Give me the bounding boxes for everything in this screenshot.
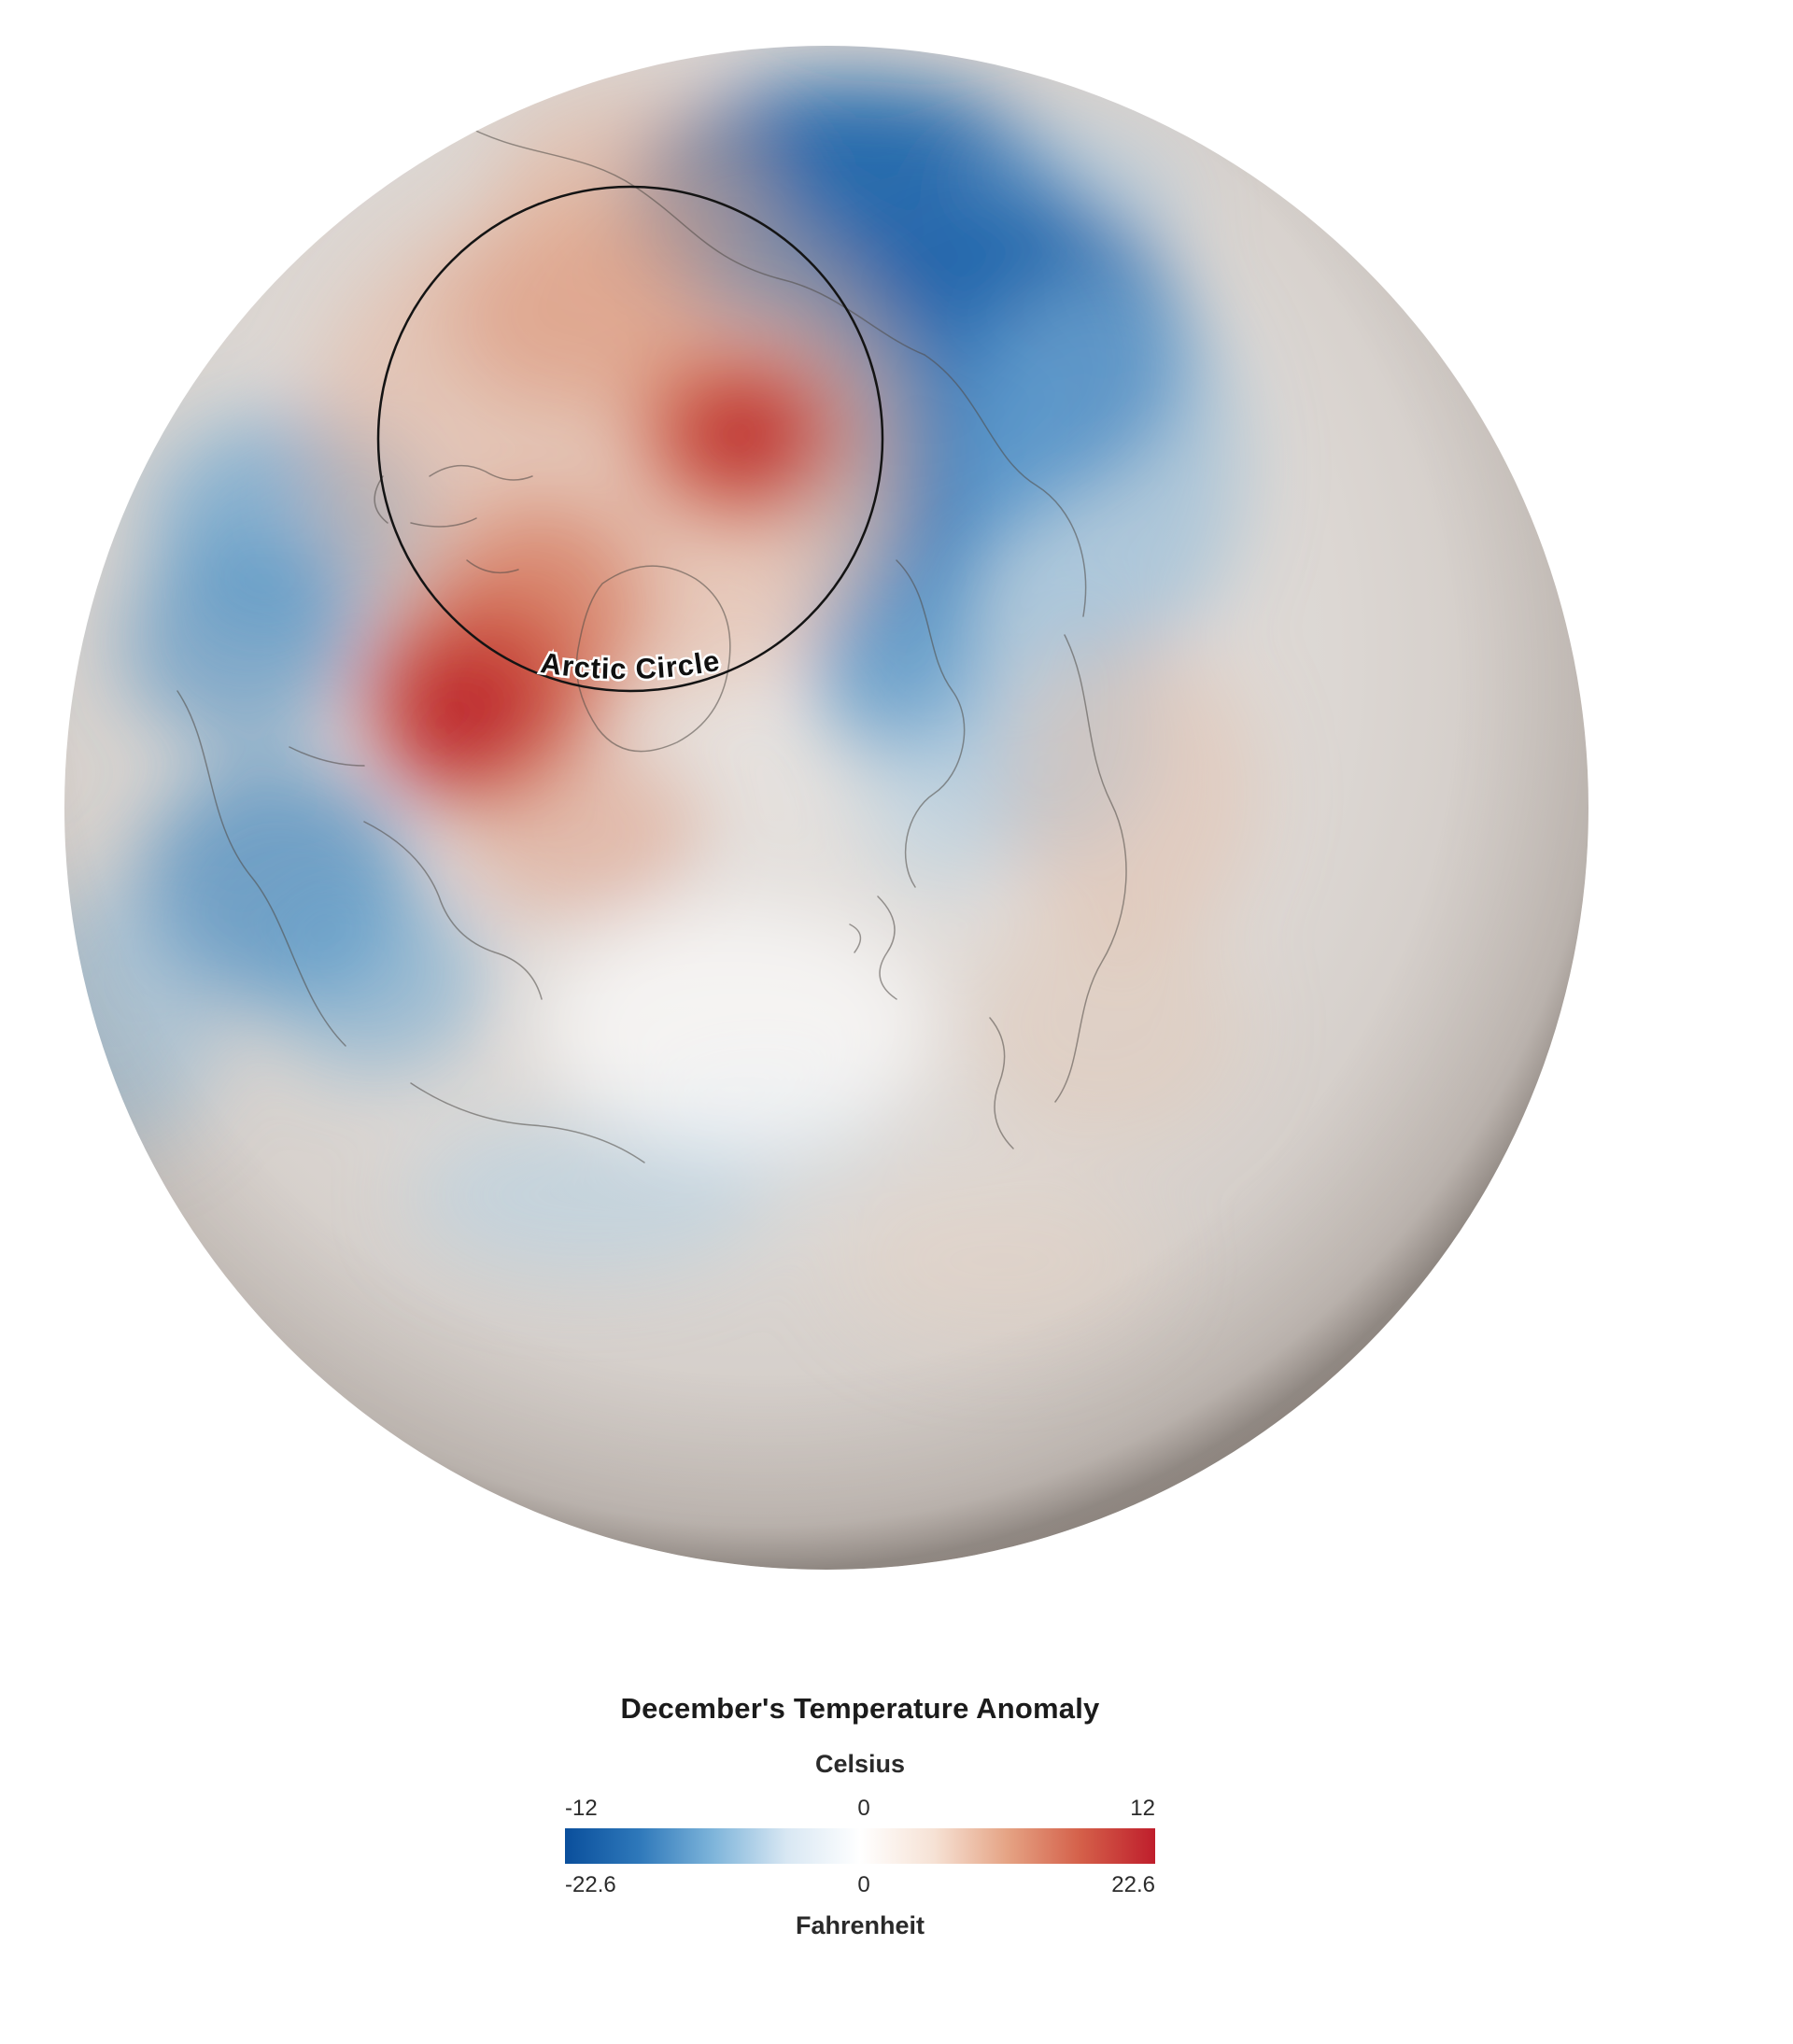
legend: December's Temperature Anomaly Celsius -…	[524, 1692, 1196, 1940]
celsius-tick-mid: 0	[857, 1796, 870, 1821]
fahrenheit-tick-max: 22.6	[1111, 1872, 1155, 1897]
celsius-tick-min: -12	[565, 1796, 598, 1821]
arctic-circle-outline	[376, 185, 884, 693]
celsius-ticks: -12 0 12	[565, 1796, 1155, 1822]
fahrenheit-tick-min: -22.6	[565, 1872, 616, 1897]
legend-title: December's Temperature Anomaly	[620, 1692, 1100, 1725]
fahrenheit-tick-mid: 0	[857, 1872, 870, 1897]
limb-shading	[64, 46, 1588, 1570]
celsius-tick-max: 12	[1130, 1796, 1155, 1821]
fahrenheit-ticks: -22.6 0 22.6	[565, 1872, 1155, 1898]
fahrenheit-label: Fahrenheit	[795, 1911, 925, 1939]
globe: Arctic Circle	[56, 37, 1597, 1578]
colorbar	[565, 1828, 1155, 1864]
celsius-label: Celsius	[814, 1750, 906, 1778]
globe-graphic: Arctic Circle	[64, 46, 1588, 1570]
